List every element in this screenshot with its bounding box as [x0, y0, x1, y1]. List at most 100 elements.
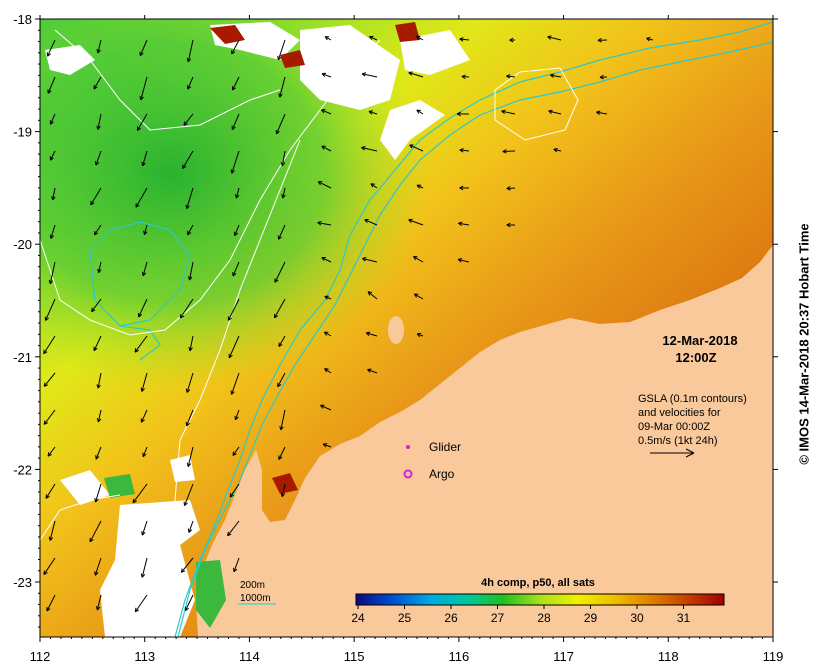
- velocity-arrow: [142, 150, 148, 167]
- velocity-arrow: [98, 261, 102, 273]
- velocity-arrow: [274, 298, 286, 319]
- velocity-arrowhead: [324, 368, 327, 373]
- velocity-arrow: [97, 39, 102, 54]
- velocity-arrow: [188, 520, 194, 533]
- velocity-arrow: [501, 110, 516, 115]
- velocity-arrowhead: [277, 384, 282, 388]
- velocity-arrow: [143, 224, 148, 235]
- colorbar-tick-label: 25: [398, 611, 412, 625]
- velocity-arrow: [324, 331, 332, 337]
- velocity-arrowhead: [456, 111, 461, 115]
- velocity-arrow: [180, 557, 194, 573]
- velocity-arrowhead: [279, 425, 282, 431]
- velocity-arrowhead: [416, 333, 421, 338]
- velocity-arrowhead: [89, 539, 94, 543]
- velocity-arrowhead: [509, 37, 514, 41]
- map-date: 12-Mar-2018: [662, 333, 737, 348]
- x-tick-label: 116: [448, 649, 469, 664]
- velocity-arrowhead: [280, 492, 283, 497]
- velocity-arrow: [361, 73, 378, 78]
- velocity-arrow: [43, 372, 56, 387]
- velocity-arrow: [233, 557, 240, 572]
- velocity-arrowhead: [323, 331, 327, 336]
- velocity-arrowhead: [235, 416, 239, 421]
- hot-patches: [210, 22, 420, 494]
- velocity-arrowhead: [50, 235, 55, 239]
- velocity-arrowhead: [184, 502, 188, 507]
- velocity-arrowhead: [97, 49, 101, 54]
- velocity-arrow: [362, 257, 378, 263]
- velocity-arrow: [323, 443, 332, 448]
- velocity-arrow: [47, 39, 56, 57]
- velocity-arrow: [409, 144, 424, 152]
- velocity-arrowhead: [43, 382, 46, 387]
- velocity-arrow: [142, 446, 148, 457]
- velocity-arrowhead: [97, 126, 101, 130]
- velocity-arrowhead: [51, 195, 54, 201]
- velocity-arrow: [96, 594, 102, 611]
- velocity-arrow: [134, 594, 148, 613]
- velocity-arrow: [506, 75, 516, 78]
- velocity-arrow: [232, 446, 240, 456]
- velocity-arrowhead: [321, 109, 325, 114]
- velocity-arrowhead: [506, 74, 511, 77]
- velocity-arrow: [134, 335, 148, 353]
- velocity-arrowhead: [324, 296, 328, 300]
- velocity-arrowhead: [135, 609, 140, 613]
- velocity-arrowhead: [596, 111, 600, 115]
- velocity-arrow: [228, 335, 240, 359]
- velocity-arrow: [141, 372, 148, 392]
- velocity-arrowhead: [96, 125, 99, 130]
- velocity-arrowhead: [459, 148, 464, 151]
- velocity-arrowhead: [141, 419, 145, 423]
- velocity-arrow: [277, 372, 286, 387]
- velocity-arrowhead: [91, 307, 93, 312]
- velocity-arrowhead: [276, 131, 280, 135]
- velocity-arrowhead: [234, 194, 237, 199]
- velocity-arrowhead: [188, 346, 191, 351]
- velocity-arrow: [187, 39, 194, 62]
- velocity-arrowhead: [458, 221, 463, 224]
- velocity-arrowhead: [52, 196, 56, 201]
- velocity-arrowhead: [47, 452, 50, 457]
- velocity-arrowhead: [44, 384, 49, 387]
- velocity-arrow: [277, 39, 286, 61]
- velocity-arrow: [324, 36, 332, 41]
- velocity-arrow: [90, 187, 102, 206]
- velocity-arrow: [324, 368, 332, 374]
- y-axis: -18 -19 -20 -21 -22 -23: [13, 12, 778, 628]
- velocity-arrow: [506, 187, 516, 190]
- velocity-arrowhead: [501, 109, 506, 112]
- velocity-arrowhead: [597, 39, 602, 43]
- velocity-arrow: [596, 111, 608, 115]
- velocity-arrow: [186, 409, 194, 427]
- x-tick-label: 115: [344, 649, 365, 664]
- velocity-arrowhead: [506, 188, 511, 191]
- velocity-arrow: [186, 372, 194, 393]
- velocity-arrowhead: [141, 271, 144, 276]
- velocity-arrowhead: [550, 73, 555, 76]
- x-tick-label: 112: [30, 649, 51, 664]
- velocity-arrowhead: [370, 183, 374, 188]
- velocity-arrowhead: [599, 76, 604, 80]
- velocity-arrowhead: [278, 93, 281, 98]
- velocity-arrowhead: [413, 293, 417, 298]
- velocity-arrow: [187, 224, 194, 236]
- y-tick-label: -23: [13, 575, 32, 590]
- velocity-arrowhead: [43, 420, 46, 425]
- gsla-legend-line1: GSLA (0.1m contours): [638, 393, 747, 405]
- velocity-arrowhead: [94, 571, 96, 576]
- gsla-legend-line2: and velocities for: [638, 407, 721, 419]
- velocity-arrowhead: [143, 230, 145, 235]
- velocity-arrowhead: [44, 422, 49, 425]
- velocity-arrowhead: [278, 236, 282, 240]
- velocity-arrow: [227, 520, 240, 537]
- velocity-arrowhead: [132, 500, 137, 504]
- velocity-arrowhead: [506, 224, 511, 228]
- velocity-arrow: [43, 557, 56, 575]
- colorbar-tick-label: 24: [351, 611, 365, 625]
- velocity-arrow: [368, 110, 378, 115]
- velocity-arrow: [231, 39, 240, 55]
- velocity-arrowhead: [49, 280, 54, 285]
